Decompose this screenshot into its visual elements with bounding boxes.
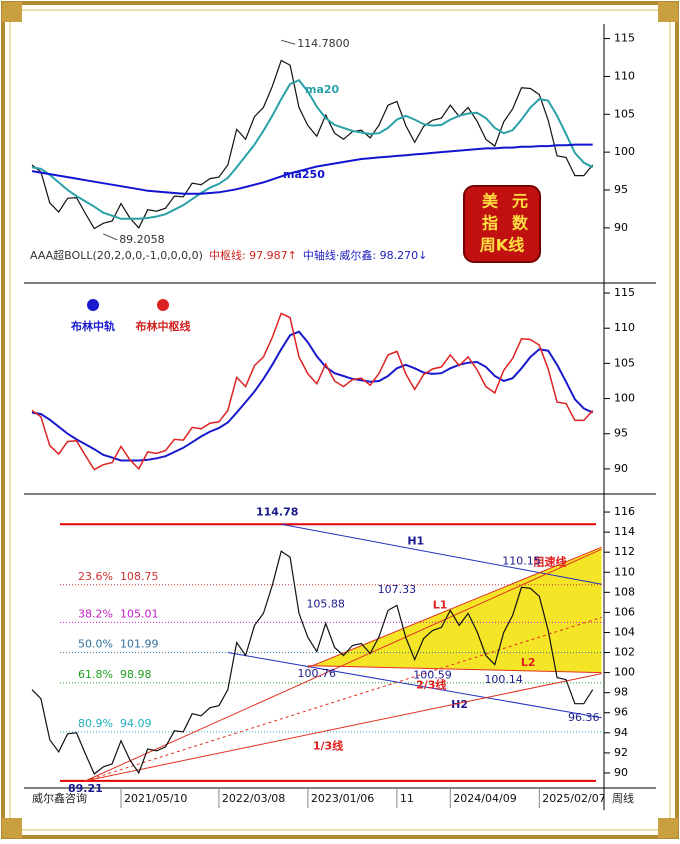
y-tick-label: 104 [614,625,635,638]
series-label: ma250 [283,168,325,181]
x-tick-label: 2021/05/10 [124,792,187,805]
point-label: 105.88 [306,598,345,611]
fib-value: 105.01 [120,607,159,620]
y-tick-label: 112 [614,545,635,558]
legend-label: 布林中枢线 [136,319,191,333]
x-tick-label: 2022/03/08 [222,792,285,805]
y-tick-label: 100 [614,145,635,158]
point-label: 100.59 [413,669,452,682]
boll-line [31,330,594,462]
annotation: 114.7800 [297,37,350,50]
badge-text: 美 [482,192,499,211]
badge-text: 元 [512,192,528,211]
y-tick-label: 98 [614,686,628,699]
price-line [31,550,594,775]
y-tick-label: 110 [614,565,635,578]
trendline [281,523,602,585]
trendline-label: 1/3线 [313,738,343,752]
extreme-label: 114.78 [256,505,298,518]
fib-label: 50.0% [78,638,113,651]
y-tick-label: 90 [614,766,628,779]
y-tick-label: 95 [614,183,628,196]
badge-text: 指 [482,214,498,233]
series-label: ma20 [305,83,340,96]
trendline [85,548,602,782]
trendline [85,616,602,782]
y-tick-label: 92 [614,746,628,759]
x-tick-label: 2024/04/09 [453,792,516,805]
source: 威尔鑫咨询 [32,791,87,805]
trendline-label: H2 [451,698,468,711]
indicator-axis: 中轴线·威尔鑫: 98.270↓ [303,248,427,262]
trendline-label: 阻速线 [533,554,566,568]
x-tick-label: 2025/02/07 [542,792,605,805]
y-tick-label: 102 [614,646,635,659]
fib-value: 94.09 [120,717,152,730]
trendline-label: H1 [407,534,424,547]
y-tick-label: 90 [614,462,628,475]
badge: 美 元 指 数 周K线 [463,185,541,263]
boll-line [31,312,594,471]
x-tick-label: 2023/01/06 [311,792,374,805]
badge-text: 周K线 [480,236,524,255]
y-tick-label: 100 [614,666,635,679]
legend-marker [87,299,99,311]
fib-label: 80.9% [78,717,113,730]
fib-label: 38.2% [78,607,113,620]
annotation-leader [281,39,296,45]
fib-value: 101.99 [120,638,159,651]
y-tick-label: 100 [614,392,635,405]
trendline [307,546,602,669]
indicator-center: 中枢线: 97.987↑ [209,248,297,262]
y-tick-label: 110 [614,69,635,82]
y-tick-label: 115 [614,286,635,299]
fib-label: 61.8% [78,668,113,681]
badge-box [463,185,541,263]
trendline-label: L1 [433,598,448,611]
extreme-label: 89.21 [68,782,103,795]
trendline [307,665,602,674]
y-tick-label: 108 [614,585,635,598]
x-tick-label: 11 [400,792,414,805]
y-tick-label: 106 [614,605,635,618]
y-tick-label: 96 [614,706,628,719]
frame-inner [9,9,671,831]
fib-label: 23.6% [78,570,113,583]
ma-line [31,143,593,195]
ma-line [31,78,594,220]
trendline [85,673,602,782]
badge-text: 数 [512,214,529,233]
trendline-label: L2 [521,656,536,669]
legend-label: 布林中轨 [71,319,115,333]
annotation-leader [103,233,118,241]
channel-fill [307,547,602,673]
period: 周线 [612,791,634,805]
y-tick-label: 115 [614,32,635,45]
trendline [227,652,602,719]
y-tick-label: 94 [614,726,628,739]
annotation: 89.2058 [119,233,165,246]
y-tick-label: 95 [614,427,628,440]
point-label: 100.76 [298,667,337,680]
fib-value: 98.98 [120,668,152,681]
point-label: 107.33 [378,583,417,596]
y-tick-label: 105 [614,356,635,369]
trendline-label: 2/3线 [416,677,446,691]
y-tick-label: 90 [614,221,628,234]
fib-value: 108.75 [120,570,159,583]
y-tick-label: 116 [614,505,635,518]
legend-marker [157,299,169,311]
point-label: 110.15 [502,555,541,568]
y-tick-label: 114 [614,525,635,538]
indicator-name: AAA超BOLL(20,2,0,0,-1,0,0,0,0) 中枢线: 97.987… [30,248,427,262]
y-tick-label: 105 [614,107,635,120]
point-label: 96.36 [568,711,600,724]
y-tick-label: 110 [614,321,635,334]
price-line [31,59,594,230]
indicator-title: AAA超BOLL(20,2,0,0,-1,0,0,0,0) [30,248,203,262]
point-label: 100.14 [484,673,523,686]
